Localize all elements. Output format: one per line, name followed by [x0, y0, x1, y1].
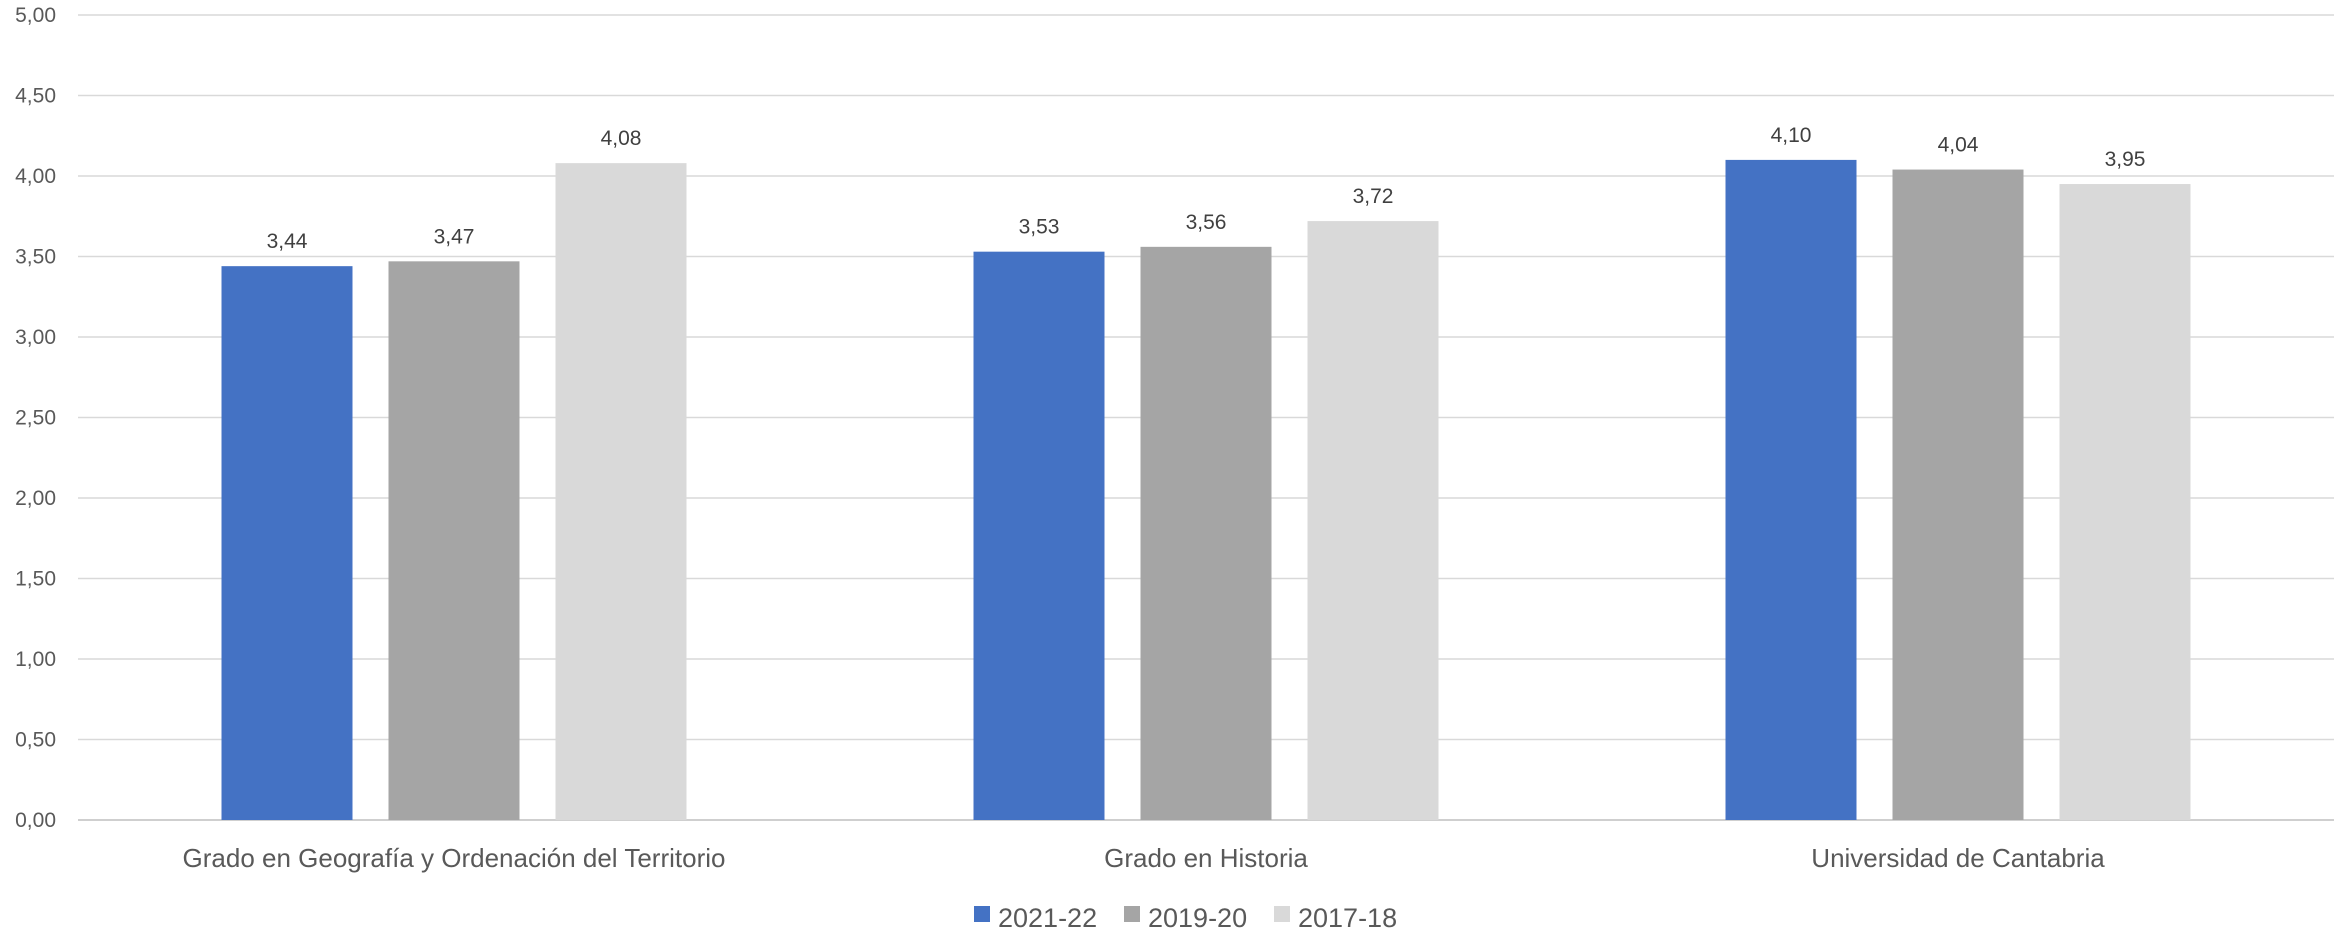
data-label: 3,53 [1019, 216, 1060, 239]
data-label: 3,95 [2105, 148, 2146, 171]
x-category-label: Grado en Geografía y Ordenación del Terr… [183, 843, 726, 873]
legend-swatch [1124, 906, 1140, 922]
legend-swatch [1274, 906, 1290, 922]
data-label: 3,72 [1353, 185, 1394, 208]
y-tick-label: 3,00 [15, 326, 56, 349]
data-label: 4,04 [1938, 134, 1979, 157]
y-tick-label: 0,50 [15, 729, 56, 752]
legend-swatch [974, 906, 990, 922]
bar-2019-20 [1140, 246, 1272, 821]
y-axis-tick-labels: 0,00 0,50 1,00 1,50 2,00 2,50 3,00 3,50 4,00 4,50… [15, 4, 56, 832]
data-label: 3,56 [1186, 211, 1227, 234]
data-label: 3,44 [267, 230, 308, 253]
y-tick-label: 4,50 [15, 85, 56, 108]
data-labels: 3,44 3,47 4,08 3,53 3,56 3,72 4,10 4,04 3,95 [267, 124, 2146, 253]
bar-2021-22 [973, 251, 1105, 821]
bars [221, 159, 2191, 821]
bar-2021-22 [1725, 159, 1857, 820]
legend: 2021-22 2019-20 2017-18 [974, 903, 1397, 929]
y-tick-label: 3,50 [15, 246, 56, 269]
data-label: 3,47 [434, 225, 475, 248]
y-tick-label: 0,00 [15, 809, 56, 832]
legend-label: 2021-22 [998, 903, 1097, 929]
legend-label: 2017-18 [1298, 903, 1397, 929]
data-label: 4,08 [601, 127, 642, 150]
legend-label: 2019-20 [1148, 903, 1247, 929]
y-tick-label: 1,50 [15, 568, 56, 591]
bar-2021-22 [221, 266, 353, 820]
y-tick-label: 2,00 [15, 487, 56, 510]
x-category-label: Universidad de Cantabria [1811, 843, 2105, 873]
y-tick-label: 2,50 [15, 407, 56, 430]
bar-2017-18 [1307, 221, 1439, 820]
bar-2019-20 [388, 261, 520, 821]
y-tick-label: 4,00 [15, 165, 56, 188]
bar-2019-20 [1892, 169, 2024, 820]
y-tick-label: 5,00 [15, 4, 56, 27]
bar-2017-18 [2059, 184, 2191, 821]
x-category-label: Grado en Historia [1104, 843, 1308, 873]
bar-2017-18 [555, 163, 687, 820]
x-axis-category-labels: Grado en Geografía y Ordenación del Terr… [183, 843, 2106, 873]
data-label: 4,10 [1771, 124, 1812, 147]
y-tick-label: 1,00 [15, 648, 56, 671]
